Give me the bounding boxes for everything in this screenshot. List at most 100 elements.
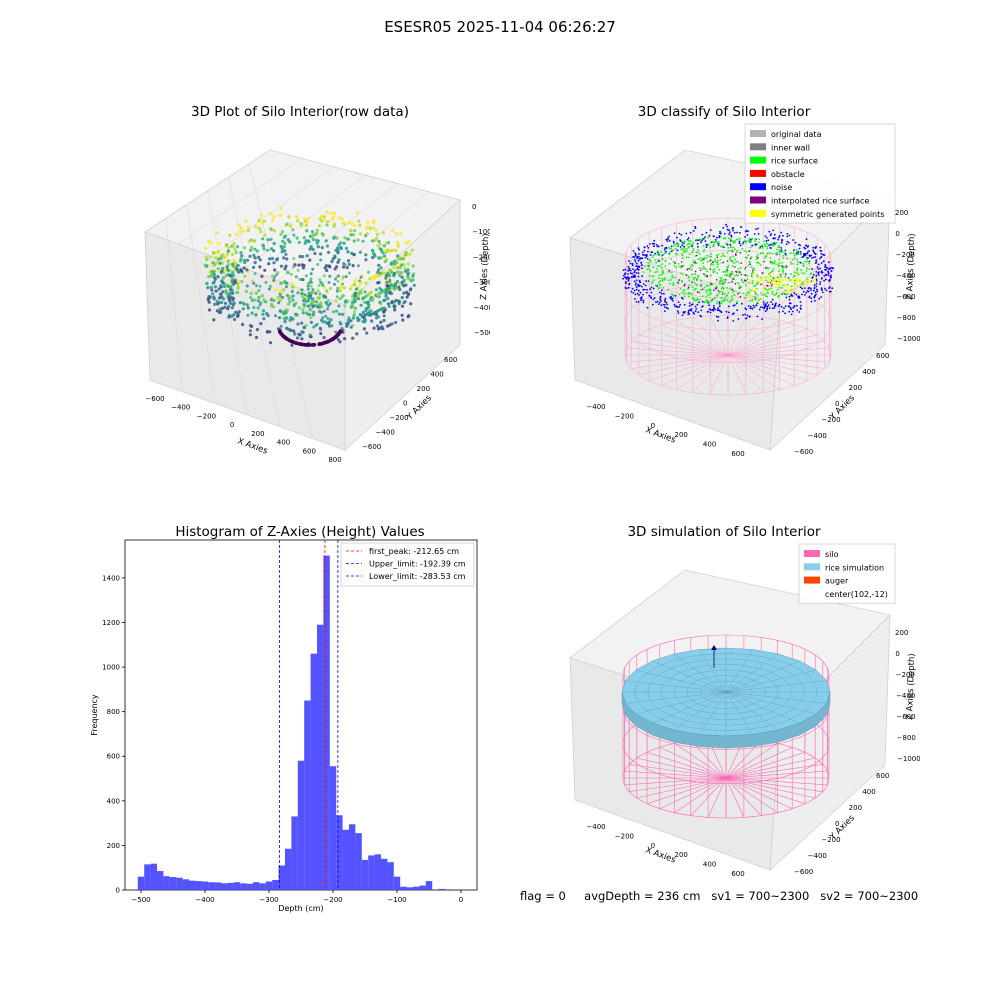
histogram-bar <box>355 833 362 890</box>
histogram-y-tick-label: 200 <box>107 842 120 850</box>
symmetric-point <box>780 281 783 284</box>
raw-point <box>253 272 257 275</box>
rice-surface-point <box>697 251 699 254</box>
histogram-bar <box>157 871 164 890</box>
rice-surface-point <box>805 270 808 272</box>
rice-surface-point <box>691 297 694 299</box>
raw-point <box>218 296 222 300</box>
raw-point <box>335 309 338 313</box>
noise-point <box>736 309 739 312</box>
histogram-bar <box>201 881 209 890</box>
interpolated-point <box>686 268 688 271</box>
raw-point <box>400 296 404 300</box>
rice-mesh-spoke <box>652 660 727 693</box>
raw-z-ticks: 0−100−200−300−400−500 <box>472 203 490 337</box>
raw-point <box>261 243 265 247</box>
simulation-silo-spoke <box>647 752 727 779</box>
noise-point <box>631 272 634 275</box>
histogram-x-tick-label: −300 <box>259 896 278 904</box>
noise-point <box>701 306 703 308</box>
rice-surface-point <box>728 250 731 252</box>
raw-point <box>262 317 266 321</box>
noise-point <box>803 287 806 289</box>
raw-point <box>367 270 370 274</box>
raw-point <box>336 279 340 283</box>
rice-surface-point <box>688 279 691 282</box>
rice-surface-point <box>751 280 754 282</box>
raw-point <box>250 324 254 328</box>
noise-point <box>660 292 663 295</box>
rice-surface-point <box>777 246 780 249</box>
raw-point <box>311 304 315 308</box>
rice-surface-point <box>726 299 729 301</box>
raw-point <box>366 300 370 304</box>
noise-point <box>739 231 741 234</box>
noise-point <box>627 266 630 268</box>
noise-point <box>766 305 769 308</box>
noise-point <box>764 303 767 305</box>
raw-point <box>298 254 302 259</box>
noise-point <box>794 241 797 244</box>
noise-point <box>800 304 802 307</box>
noise-point <box>814 299 816 302</box>
noise-point <box>825 274 828 277</box>
noise-point <box>633 271 636 274</box>
rice-surface-point <box>790 285 793 288</box>
simulation-x-tick: 200 <box>675 851 688 859</box>
raw-point <box>230 306 234 310</box>
rice-surface-point <box>759 252 762 254</box>
rice-surface-point <box>749 246 752 249</box>
raw-point <box>213 277 217 281</box>
noise-point <box>717 319 719 322</box>
noise-point <box>644 284 647 287</box>
noise-point <box>690 303 693 306</box>
noise-point <box>673 303 676 306</box>
rice-surface-point <box>695 262 698 265</box>
raw-point <box>387 269 392 273</box>
noise-point <box>798 247 801 250</box>
raw-point <box>274 314 277 318</box>
raw-point <box>235 232 239 237</box>
interpolated-point <box>781 265 784 268</box>
raw-point <box>296 291 300 295</box>
interpolated-point <box>677 281 679 284</box>
noise-point <box>801 293 803 296</box>
rice-surface-point <box>756 275 759 278</box>
noise-point <box>704 240 707 243</box>
raw-point <box>390 291 394 296</box>
raw-point <box>356 264 360 268</box>
raw-point <box>249 248 253 252</box>
rice-surface-point <box>729 301 731 304</box>
raw-point <box>227 246 231 250</box>
simulation-silo-spoke <box>725 777 823 792</box>
symmetric-point <box>786 295 789 298</box>
histogram-bar <box>297 760 305 890</box>
noise-point <box>627 286 630 289</box>
raw-point <box>315 322 319 326</box>
rice-surface-point <box>649 260 652 263</box>
raw-point <box>375 324 380 328</box>
raw-point <box>319 252 323 256</box>
raw-point <box>321 284 325 287</box>
rice-surface-point <box>720 245 722 248</box>
symmetric-point <box>800 285 803 287</box>
rice-surface-point <box>691 292 694 295</box>
raw-point <box>383 249 387 253</box>
rice-surface-point <box>651 256 654 259</box>
raw-point <box>226 259 230 263</box>
classify-y-tick: 400 <box>862 368 875 376</box>
raw-point <box>288 240 292 244</box>
raw-point <box>306 312 310 316</box>
symmetric-point <box>778 285 781 288</box>
noise-point <box>674 305 677 308</box>
raw-point <box>378 242 382 246</box>
noise-point <box>762 301 765 303</box>
raw-point <box>229 295 233 299</box>
raw-point <box>346 259 351 263</box>
noise-point <box>658 301 661 304</box>
rice-surface-point <box>674 248 677 250</box>
raw-y-tick: −200 <box>389 414 408 422</box>
rice-surface-point <box>657 265 659 267</box>
raw-point <box>292 303 296 306</box>
